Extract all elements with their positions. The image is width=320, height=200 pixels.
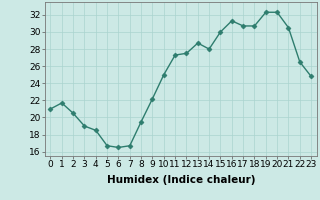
X-axis label: Humidex (Indice chaleur): Humidex (Indice chaleur) (107, 175, 255, 185)
